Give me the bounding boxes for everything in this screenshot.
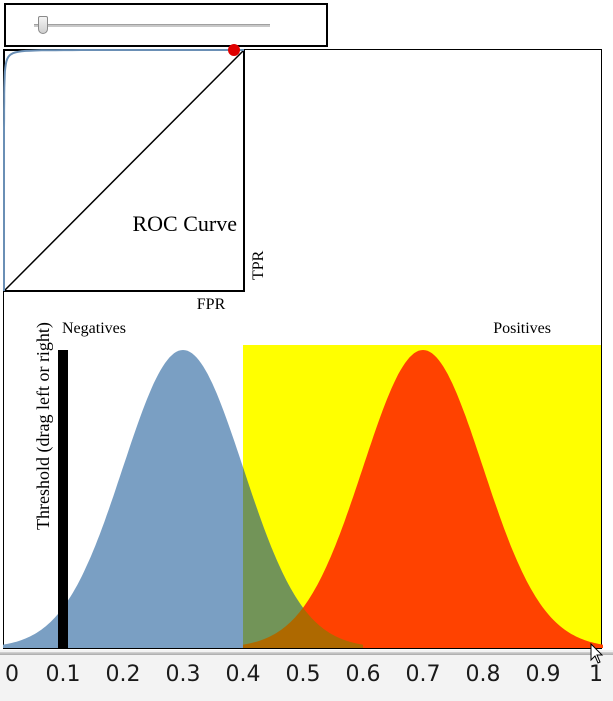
x-tick-label: 0.6 — [345, 662, 381, 687]
slider-thumb[interactable] — [38, 16, 49, 34]
roc-diagonal — [3, 49, 245, 292]
x-tick-label: 0.2 — [105, 662, 141, 687]
x-axis-strip — [0, 650, 613, 701]
threshold-handle[interactable] — [58, 350, 68, 648]
overlap-region — [243, 467, 363, 648]
x-tick-label: 0.5 — [285, 662, 321, 687]
x-tick-label: 0 — [5, 662, 19, 687]
negatives-label: Negatives — [62, 320, 126, 337]
roc-x-label: FPR — [197, 296, 226, 313]
x-tick-label: 0.9 — [525, 662, 561, 687]
roc-title: ROC Curve — [133, 211, 238, 236]
roc-current-point — [228, 44, 240, 56]
x-tick-label: 0.8 — [465, 662, 501, 687]
positives-distribution — [243, 350, 603, 648]
x-tick-label: 0.7 — [405, 662, 441, 687]
positives-label: Positives — [493, 320, 551, 337]
plot-frame — [3, 49, 602, 649]
threshold-label: Threshold (drag left or right) — [33, 322, 54, 530]
x-tick-label: 0.4 — [225, 662, 261, 687]
roc-y-label: TPR — [250, 250, 267, 280]
x-tick-label: 0.3 — [165, 662, 201, 687]
slider-container — [4, 3, 328, 47]
x-tick-label: 0.1 — [45, 662, 81, 687]
slider-track[interactable] — [34, 24, 270, 27]
x-tick-label: 1 — [589, 662, 603, 687]
x-axis-line — [0, 652, 613, 655]
mouse-cursor-icon — [590, 643, 604, 664]
